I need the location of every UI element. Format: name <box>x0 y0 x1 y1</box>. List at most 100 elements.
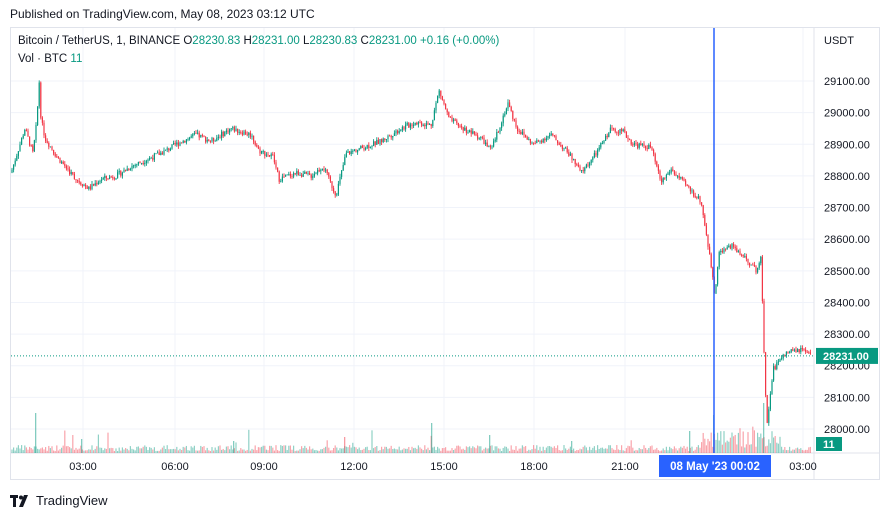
volume-bar <box>777 443 779 453</box>
volume-bar <box>251 448 253 453</box>
volume-label[interactable]: Vol · BTC <box>18 53 68 65</box>
volume-bar <box>161 447 163 453</box>
candle-body <box>435 102 437 111</box>
volume-bar <box>101 447 103 453</box>
candle-body <box>302 173 304 177</box>
candle-body <box>293 173 295 177</box>
candle-body <box>241 132 243 135</box>
volume-bar <box>107 432 109 453</box>
volume-bar <box>112 448 114 453</box>
volume-bar <box>368 450 370 453</box>
volume-bar <box>445 447 447 453</box>
volume-bar <box>555 447 557 453</box>
candle-body <box>406 123 408 125</box>
volume-bars <box>11 403 811 453</box>
volume-bar <box>677 450 679 453</box>
volume-bar <box>507 448 509 453</box>
candle-body <box>752 264 754 266</box>
volume-bar <box>569 446 571 453</box>
volume-bar <box>584 445 586 453</box>
volume-bar <box>363 448 365 453</box>
candle-body <box>54 153 56 157</box>
volume-bar <box>297 450 299 453</box>
candle-body <box>792 349 794 351</box>
candle-body <box>694 195 696 198</box>
y-tick-label: 28100.00 <box>824 392 870 404</box>
volume-bar <box>533 445 535 453</box>
volume-bar <box>54 450 56 453</box>
volume-bar <box>505 446 507 453</box>
candle-body <box>291 176 293 177</box>
candle-body <box>237 128 239 133</box>
volume-bar <box>83 450 85 453</box>
candle-body <box>214 140 216 142</box>
candle-body <box>525 134 527 138</box>
volume-bar <box>365 447 367 453</box>
volume-bar <box>621 445 623 453</box>
volume-bar <box>537 450 539 453</box>
candle-body <box>625 131 627 138</box>
candle-body <box>126 168 128 171</box>
volume-bar <box>744 447 746 453</box>
volume-bar <box>739 428 741 453</box>
volume-bar <box>742 431 744 453</box>
candle-body <box>785 351 787 356</box>
candle-body <box>134 165 136 166</box>
tradingview-logo[interactable]: TradingView <box>10 493 108 508</box>
candle-body <box>505 108 507 115</box>
volume-bar <box>768 439 770 453</box>
candle-body <box>342 165 344 171</box>
candle-body <box>515 120 517 127</box>
volume-bar <box>264 445 266 453</box>
candle-body <box>37 106 39 125</box>
volume-bar <box>369 450 371 453</box>
volume-bar <box>169 449 171 453</box>
volume-bar <box>358 447 360 453</box>
candle-body <box>230 128 232 130</box>
volume-bar <box>787 450 789 453</box>
volume-bar <box>232 449 234 453</box>
volume-bar <box>664 450 666 453</box>
volume-bar <box>803 450 805 453</box>
candle-body <box>446 109 448 113</box>
candle-body <box>62 161 64 164</box>
volume-bar <box>149 447 151 453</box>
symbol-label[interactable]: Bitcoin / TetherUS, 1, BINANCE <box>18 35 181 47</box>
volume-bar <box>729 437 731 453</box>
volume-bar <box>104 448 106 453</box>
candle-body <box>193 133 195 135</box>
volume-bar <box>128 450 130 453</box>
volume-bar <box>289 445 291 453</box>
volume-bar <box>421 448 423 453</box>
candle-body <box>533 142 535 144</box>
candle-body <box>414 122 416 125</box>
volume-bar <box>408 446 410 453</box>
candle-body <box>277 167 279 172</box>
candle-body <box>736 248 738 253</box>
volume-bar <box>549 446 551 453</box>
volume-bar <box>587 450 589 453</box>
price-chart[interactable]: 28000.0028100.0028200.0028300.0028400.00… <box>11 28 880 479</box>
volume-bar <box>614 449 616 453</box>
candle-body <box>249 132 251 137</box>
volume-bar <box>221 449 223 453</box>
volume-bar <box>78 448 80 453</box>
brand-name: TradingView <box>36 493 108 508</box>
candle-body <box>566 147 568 153</box>
volume-bar <box>785 450 787 453</box>
volume-bar <box>648 448 650 453</box>
candle-body <box>177 142 179 146</box>
volume-bar <box>62 445 64 453</box>
volume-bar <box>325 446 327 453</box>
volume-bar <box>653 449 655 453</box>
volume-bar <box>806 449 808 453</box>
volume-bar <box>366 446 368 453</box>
candle-body <box>643 143 645 147</box>
volume-bar <box>755 446 757 453</box>
volume-bar <box>734 434 736 453</box>
candle-body <box>24 129 26 136</box>
candle-body <box>641 143 643 146</box>
currency-label[interactable]: USDT <box>824 35 854 47</box>
volume-bar <box>608 445 610 453</box>
candle-body <box>766 395 768 423</box>
